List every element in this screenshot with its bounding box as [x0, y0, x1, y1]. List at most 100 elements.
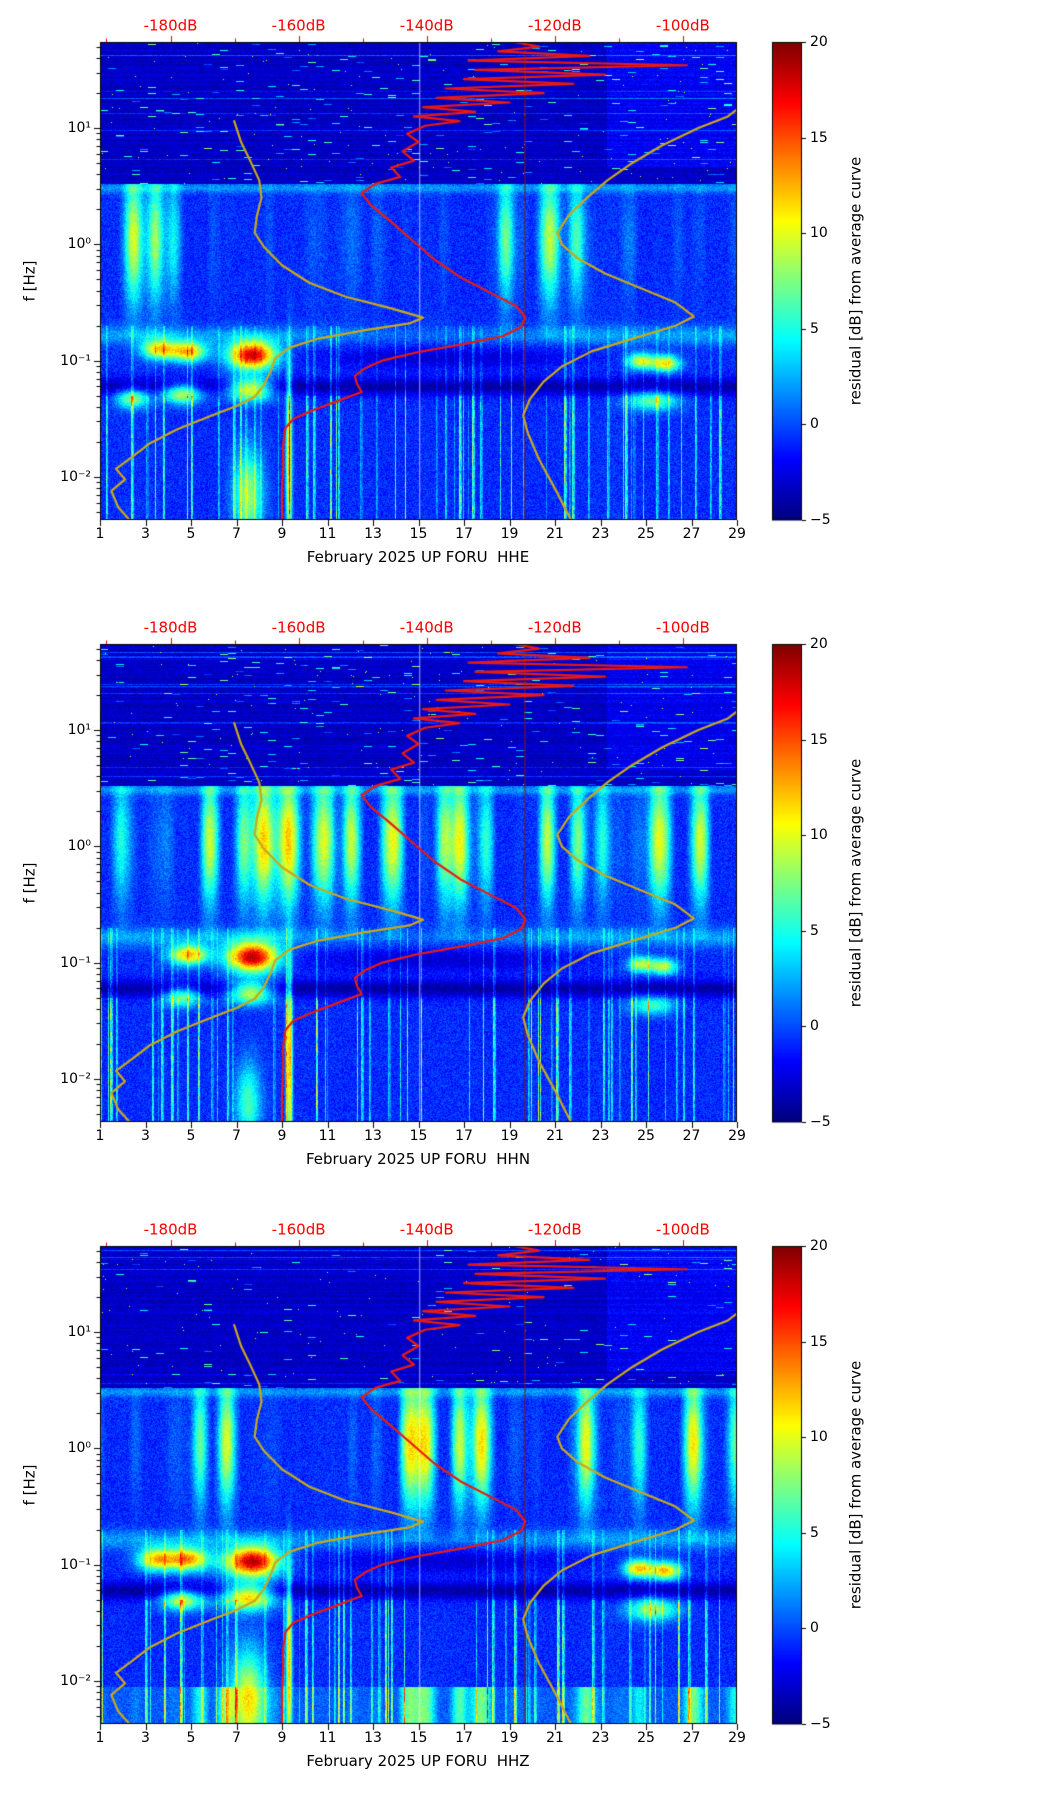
x-tick-label: 11 [318, 1730, 337, 1746]
colorbar-tick-label: 0 [810, 1018, 819, 1035]
colorbar-tick-label: 0 [810, 416, 819, 433]
y-tick-label: 10⁻² [60, 468, 91, 485]
y-tick-label: 10¹ [67, 722, 91, 739]
x-tick-label: 19 [500, 526, 519, 542]
x-tick-label: 21 [546, 1730, 564, 1746]
colorbar-tick-label: 20 [810, 34, 828, 50]
colorbar-tick-label: −5 [810, 512, 831, 528]
top-axis-tick-label: -120dB [527, 618, 582, 637]
colorbar-tick-label: 20 [810, 636, 828, 652]
x-tick-label: 23 [591, 526, 610, 542]
x-tick-label: 25 [637, 1730, 655, 1746]
x-tick-label: 3 [141, 526, 150, 542]
x-tick-label: 27 [682, 526, 701, 542]
spectrogram-canvas-hhz [0, 1204, 1052, 1806]
top-axis-tick-label: -140dB [399, 618, 454, 637]
colorbar-tick-label: −5 [810, 1716, 831, 1732]
colorbar-label: residual [dB] from average curve [846, 1360, 865, 1610]
x-tick-label: 7 [232, 1730, 241, 1746]
x-tick-label: 13 [364, 1730, 382, 1746]
x-tick-label: 5 [186, 1730, 196, 1746]
top-axis-tick-label: -160dB [271, 618, 326, 637]
spectrogram-canvas-hhe [0, 0, 1052, 602]
colorbar-tick-label: 5 [810, 320, 819, 337]
x-tick-label: 11 [318, 1128, 337, 1144]
x-tick-label: 21 [546, 1128, 564, 1144]
x-tick-label: 13 [364, 1128, 382, 1144]
x-tick-label: 29 [728, 526, 746, 542]
spectrogram-panel-hhe: f [Hz] February 2025 UP FORU HHE residua… [0, 0, 1052, 602]
x-tick-label: 5 [186, 1128, 196, 1144]
top-axis-tick-label: -160dB [271, 1220, 326, 1239]
x-tick-label: 17 [455, 526, 473, 542]
top-axis-tick-label: -140dB [399, 1220, 454, 1239]
x-tick-label: 25 [637, 1128, 655, 1144]
top-axis-tick-label: -160dB [271, 16, 326, 35]
x-axis-title: February 2025 UP FORU HHZ [306, 1752, 530, 1770]
y-axis-label: f [Hz] [20, 1464, 39, 1506]
top-axis-tick-label: -180dB [143, 1220, 198, 1239]
y-axis-label: f [Hz] [20, 260, 39, 302]
y-tick-label: 10⁰ [67, 838, 91, 855]
x-tick-label: 21 [546, 526, 564, 542]
x-tick-label: 11 [318, 526, 337, 542]
colorbar-tick-label: 15 [810, 731, 828, 748]
y-tick-label: 10⁰ [67, 236, 91, 253]
x-tick-label: 7 [232, 1128, 241, 1144]
x-axis-title: February 2025 UP FORU HHE [306, 548, 530, 566]
x-tick-label: 17 [455, 1730, 473, 1746]
x-tick-label: 3 [141, 1730, 150, 1746]
x-tick-label: 5 [186, 526, 196, 542]
x-axis-title: February 2025 UP FORU HHN [305, 1150, 531, 1168]
colorbar-tick-label: 10 [810, 225, 828, 242]
y-tick-label: 10⁰ [67, 1440, 91, 1457]
colorbar-label: residual [dB] from average curve [846, 156, 865, 406]
x-tick-label: 9 [277, 1128, 287, 1144]
top-axis-tick-label: -100dB [655, 16, 710, 35]
y-tick-label: 10⁻¹ [60, 954, 91, 971]
colorbar-tick-label: 15 [810, 129, 828, 146]
x-tick-label: 23 [591, 1128, 610, 1144]
top-axis-tick-label: -100dB [655, 1220, 710, 1239]
colorbar-tick-label: 5 [810, 1524, 819, 1541]
y-tick-label: 10¹ [67, 1324, 91, 1341]
y-tick-label: 10⁻¹ [60, 352, 91, 369]
colorbar-tick-label: 10 [810, 827, 828, 844]
top-axis-tick-label: -180dB [143, 16, 198, 35]
colorbar-tick-label: 5 [810, 922, 819, 939]
x-tick-label: 25 [637, 526, 655, 542]
y-tick-label: 10⁻² [60, 1070, 91, 1087]
spectrogram-canvas-hhn [0, 602, 1052, 1204]
x-tick-label: 17 [455, 1128, 473, 1144]
colorbar-tick-label: −5 [810, 1114, 831, 1130]
x-tick-label: 15 [409, 1128, 428, 1144]
top-axis-tick-label: -180dB [143, 618, 198, 637]
x-tick-label: 29 [728, 1730, 746, 1746]
colorbar-tick-label: 20 [810, 1238, 828, 1254]
colorbar-label: residual [dB] from average curve [846, 758, 865, 1008]
x-tick-label: 1 [95, 1730, 105, 1746]
top-axis-tick-label: -140dB [399, 16, 454, 35]
top-axis-tick-label: -120dB [527, 16, 582, 35]
spectrogram-panel-hhn: f [Hz] February 2025 UP FORU HHN residua… [0, 602, 1052, 1204]
x-tick-label: 15 [409, 526, 428, 542]
top-axis-tick-label: -120dB [527, 1220, 582, 1239]
y-axis-label: f [Hz] [20, 862, 39, 904]
x-tick-label: 1 [95, 1128, 105, 1144]
top-axis-tick-label: -100dB [655, 618, 710, 637]
x-tick-label: 19 [500, 1128, 519, 1144]
x-tick-label: 27 [682, 1730, 701, 1746]
x-tick-label: 9 [277, 1730, 287, 1746]
colorbar-tick-label: 0 [810, 1620, 819, 1637]
x-tick-label: 3 [141, 1128, 150, 1144]
x-tick-label: 27 [682, 1128, 701, 1144]
x-tick-label: 29 [728, 1128, 746, 1144]
x-tick-label: 23 [591, 1730, 610, 1746]
spectrogram-panel-hhz: f [Hz] February 2025 UP FORU HHZ residua… [0, 1204, 1052, 1806]
y-tick-label: 10⁻¹ [60, 1556, 91, 1573]
x-tick-label: 7 [232, 526, 241, 542]
x-tick-label: 15 [409, 1730, 428, 1746]
colorbar-tick-label: 10 [810, 1429, 828, 1446]
x-tick-label: 13 [364, 526, 382, 542]
